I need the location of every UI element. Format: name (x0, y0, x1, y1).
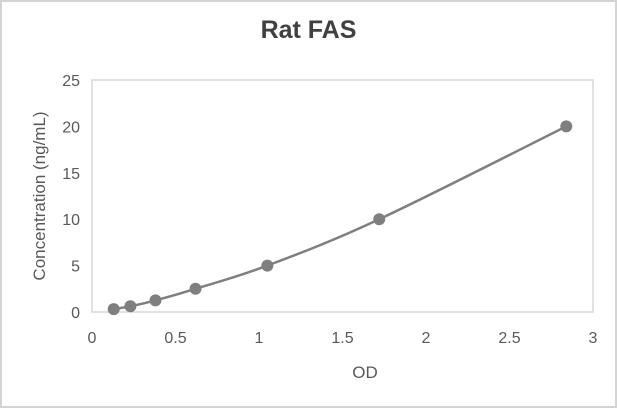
y-tick-label: 25 (62, 73, 80, 90)
trend-line (113, 125, 567, 311)
y-tick-label: 20 (62, 119, 80, 136)
y-tick-label: 5 (71, 259, 80, 276)
data-point-marker (189, 282, 202, 295)
y-tick-label: 10 (62, 212, 80, 229)
y-tick-label: 0 (71, 305, 80, 322)
data-point-marker (107, 303, 120, 316)
data-point-marker (373, 213, 386, 226)
data-point-marker (261, 259, 274, 272)
x-axis-label: OD (352, 363, 378, 382)
data-points (107, 120, 573, 316)
x-tick-label: 0.5 (164, 330, 186, 347)
x-tick-label: 1 (255, 330, 264, 347)
x-tick-label: 2 (422, 330, 431, 347)
data-point-marker (149, 294, 162, 307)
data-point-marker (560, 120, 573, 133)
chart-title: Rat FAS (260, 16, 357, 44)
y-axis-label: Concentration (ng/mL) (30, 111, 49, 280)
x-tick-label: 0 (88, 330, 97, 347)
plot-area (91, 79, 594, 313)
x-tick-label: 1.5 (331, 330, 353, 347)
x-tick-label: 2.5 (498, 330, 520, 347)
data-point-marker (124, 300, 137, 313)
y-axis-ticks: 0 5 10 15 20 25 (62, 73, 80, 322)
y-tick-label: 15 (62, 166, 80, 183)
x-axis-ticks: 0 0.5 1 1.5 2 2.5 3 (88, 330, 598, 347)
x-tick-label: 3 (589, 330, 598, 347)
